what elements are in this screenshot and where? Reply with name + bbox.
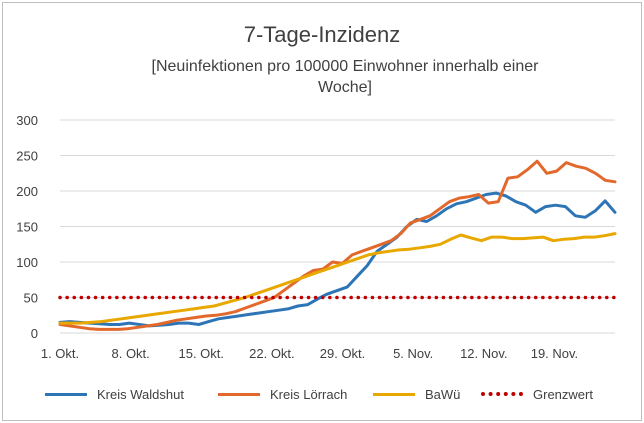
x-tick-label: 15. Okt. xyxy=(179,346,225,361)
series-line-1 xyxy=(58,191,617,328)
chart-legend: Kreis Waldshut Kreis Lörrach BaWü Grenzw… xyxy=(0,384,644,404)
legend-label-waldshut: Kreis Waldshut xyxy=(97,386,184,402)
legend-item-bawue: BaWü xyxy=(373,384,460,404)
x-tick-label: 8. Okt. xyxy=(111,346,149,361)
y-tick-label: 200 xyxy=(16,184,38,199)
legend-swatch-waldshut xyxy=(45,392,87,396)
series-line-2 xyxy=(58,159,617,331)
x-tick-label: 5. Nov. xyxy=(393,346,433,361)
x-tick-label: 19. Nov. xyxy=(531,346,578,361)
legend-label-loerrach: Kreis Lörrach xyxy=(270,386,348,402)
legend-swatch-grenzwert xyxy=(481,392,523,396)
y-tick-label: 150 xyxy=(16,220,38,235)
x-tick-label: 1. Okt. xyxy=(41,346,79,361)
legend-label-grenzwert: Grenzwert xyxy=(533,386,593,402)
legend-item-waldshut: Kreis Waldshut xyxy=(45,384,184,404)
y-tick-label: 300 xyxy=(16,113,38,128)
chart-title: 7-Tage-Inzidenz xyxy=(243,22,401,47)
chart-subtitle-line-1: [Neuinfektionen pro 100000 Einwohner inn… xyxy=(151,58,539,75)
legend-swatch-bawue xyxy=(373,392,415,396)
legend-label-bawue: BaWü xyxy=(425,386,461,402)
y-tick-label: 0 xyxy=(31,326,38,341)
y-tick-label: 50 xyxy=(24,291,38,306)
series-line-3 xyxy=(58,232,617,325)
legend-swatch-loerrach xyxy=(218,392,260,396)
y-tick-label: 250 xyxy=(16,149,38,164)
legend-item-loerrach: Kreis Lörrach xyxy=(218,384,347,404)
y-tick-label: 100 xyxy=(16,255,38,270)
x-tick-label: 29. Okt. xyxy=(320,346,366,361)
chart-subtitle: [Neuinfektionen pro 100000 Einwohner inn… xyxy=(95,56,595,98)
chart-subtitle-line-2: Woche] xyxy=(318,79,372,96)
x-tick-label: 22. Okt. xyxy=(249,346,295,361)
x-tick-label: 12. Nov. xyxy=(460,346,507,361)
legend-item-grenzwert: Grenzwert xyxy=(481,384,593,404)
